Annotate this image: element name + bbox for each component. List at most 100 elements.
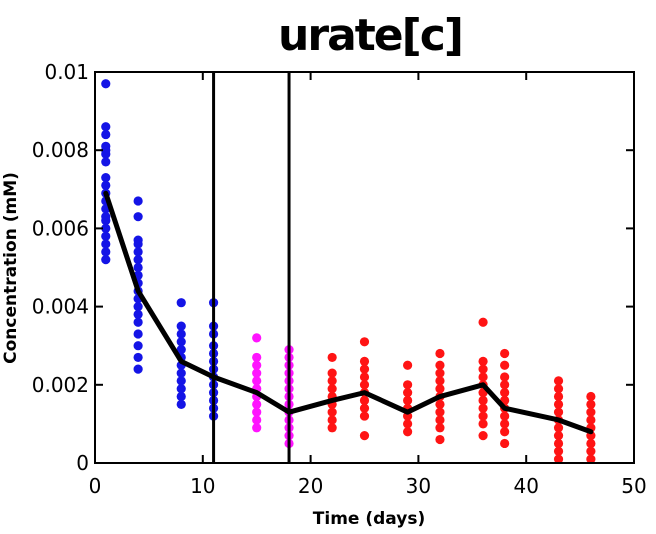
data-point — [101, 149, 111, 159]
data-point — [327, 423, 337, 433]
data-point — [176, 298, 186, 308]
data-point — [327, 415, 337, 425]
data-point — [252, 376, 262, 386]
data-point — [176, 376, 186, 386]
data-point — [133, 239, 143, 249]
data-point — [101, 247, 111, 257]
data-point — [478, 431, 488, 441]
data-point — [478, 411, 488, 421]
data-point — [553, 446, 564, 456]
data-point — [435, 384, 445, 394]
x-tick-label: 0 — [89, 474, 102, 498]
data-point — [101, 122, 111, 132]
data-point — [176, 399, 186, 409]
data-point — [478, 395, 488, 406]
plot-frame — [94, 71, 635, 464]
data-point — [403, 395, 413, 406]
data-point — [500, 348, 510, 359]
x-tick-label: 20 — [298, 474, 323, 498]
data-point — [359, 380, 370, 390]
y-tick-label: 0.006 — [32, 216, 89, 240]
data-point — [435, 368, 445, 378]
data-point — [403, 360, 413, 370]
data-point — [435, 399, 445, 409]
data-point — [101, 231, 111, 241]
data-point — [500, 360, 510, 370]
data-point — [435, 407, 445, 417]
mean-line — [103, 190, 594, 435]
data-point — [359, 431, 370, 441]
data-point — [252, 407, 262, 417]
chart-title: urate[c] — [278, 10, 462, 61]
series-3 — [327, 317, 596, 464]
data-point — [435, 348, 445, 359]
data-point — [553, 454, 564, 464]
data-point — [500, 438, 510, 449]
data-point — [133, 317, 143, 327]
data-point — [553, 438, 564, 449]
data-point — [133, 255, 143, 265]
data-point — [586, 391, 596, 402]
data-point — [553, 391, 564, 402]
data-point — [252, 399, 262, 409]
y-tick-label: 0.002 — [32, 373, 89, 397]
data-point — [359, 372, 370, 382]
data-point — [586, 446, 596, 456]
data-point — [133, 352, 143, 363]
data-point — [359, 403, 370, 413]
data-point — [403, 380, 413, 390]
data-point — [252, 352, 262, 363]
mean-line-layer — [103, 190, 594, 435]
data-point — [133, 247, 143, 257]
data-point — [478, 356, 488, 366]
x-tick-label: 30 — [406, 474, 431, 498]
data-point — [101, 239, 111, 249]
data-point — [359, 364, 370, 374]
data-point — [101, 180, 111, 190]
vertical-lines-layer — [212, 72, 291, 463]
data-point — [478, 403, 488, 413]
data-point — [101, 172, 111, 183]
data-point — [101, 129, 111, 140]
data-point — [176, 329, 186, 339]
data-point — [133, 341, 143, 351]
data-point — [435, 423, 445, 433]
data-point — [500, 372, 510, 382]
data-point — [252, 415, 262, 425]
data-point — [176, 321, 186, 331]
data-point — [133, 329, 143, 339]
data-point — [586, 407, 596, 417]
data-point — [553, 431, 564, 441]
data-point — [478, 364, 488, 374]
data-point — [553, 423, 564, 433]
data-point — [327, 368, 337, 378]
data-point — [327, 384, 337, 394]
data-point — [133, 196, 143, 206]
data-point — [553, 407, 564, 417]
data-point — [586, 454, 596, 464]
data-point — [327, 352, 337, 363]
data-point — [101, 255, 111, 265]
data-point — [478, 372, 488, 382]
data-point — [327, 407, 337, 417]
series-2 — [252, 333, 294, 449]
x-axis-label: Time (days) — [313, 509, 425, 529]
y-tick-label: 0.01 — [44, 60, 89, 84]
data-point — [553, 376, 564, 386]
data-point — [435, 360, 445, 370]
y-tick-label: 0.008 — [32, 138, 89, 162]
data-point — [176, 391, 186, 402]
data-point — [500, 427, 510, 437]
data-point — [435, 434, 445, 445]
data-point — [133, 262, 143, 273]
data-point — [586, 399, 596, 409]
x-tick-label: 50 — [621, 474, 646, 498]
data-point — [176, 345, 186, 355]
data-point — [133, 212, 143, 222]
y-tick-label: 0.004 — [32, 295, 89, 319]
data-point — [327, 376, 337, 386]
data-point — [435, 376, 445, 386]
data-point — [252, 368, 262, 378]
data-point — [403, 427, 413, 437]
data-point — [101, 157, 111, 167]
